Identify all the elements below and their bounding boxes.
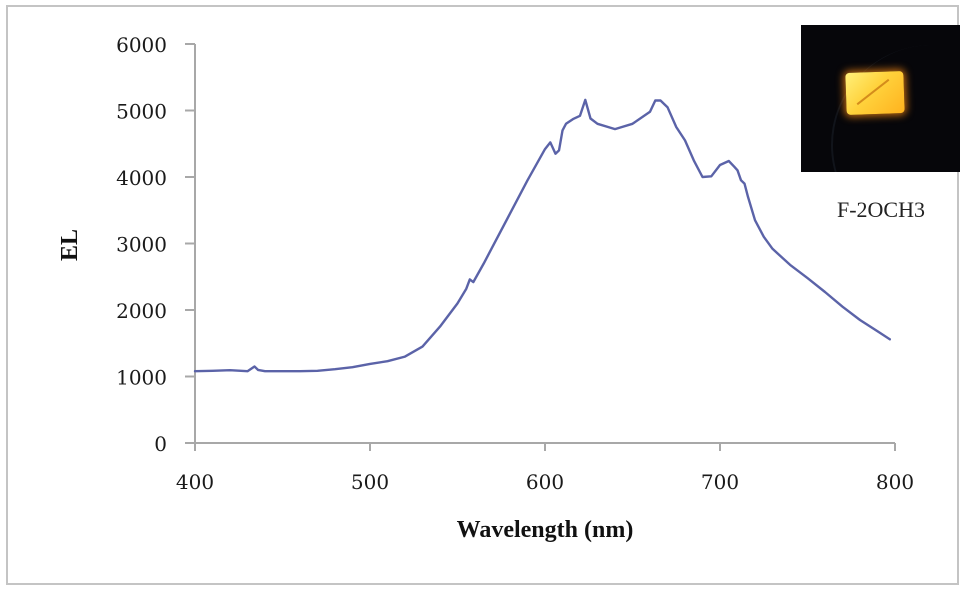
y-axis-title: EL <box>57 229 83 261</box>
chart-frame <box>6 5 959 585</box>
x-tick-label: 800 <box>876 470 914 494</box>
x-tick-label: 700 <box>701 470 739 494</box>
x-tick-label: 500 <box>351 470 389 494</box>
y-tick-label: 0 <box>154 432 167 456</box>
x-axis-title: Wavelength (nm) <box>457 517 634 543</box>
y-tick-label: 1000 <box>116 366 167 390</box>
x-tick-label: 400 <box>176 470 214 494</box>
y-tick-label: 3000 <box>116 233 167 257</box>
y-tick-label: 2000 <box>116 299 167 323</box>
series-layer <box>193 98 891 373</box>
series-line <box>193 98 891 373</box>
axes <box>194 44 895 444</box>
y-tick-label: 6000 <box>116 33 167 57</box>
inset-caption: F-2OCH3 <box>836 197 925 222</box>
y-tick-label: 5000 <box>116 100 167 124</box>
glowing-device <box>845 71 905 115</box>
y-tick-label: 4000 <box>116 166 167 190</box>
inset-photo <box>801 25 960 172</box>
x-tick-label: 600 <box>526 470 564 494</box>
ticks: 0 1000 2000 3000 4000 5000 6000 400 500 600 700 800 <box>116 33 914 494</box>
